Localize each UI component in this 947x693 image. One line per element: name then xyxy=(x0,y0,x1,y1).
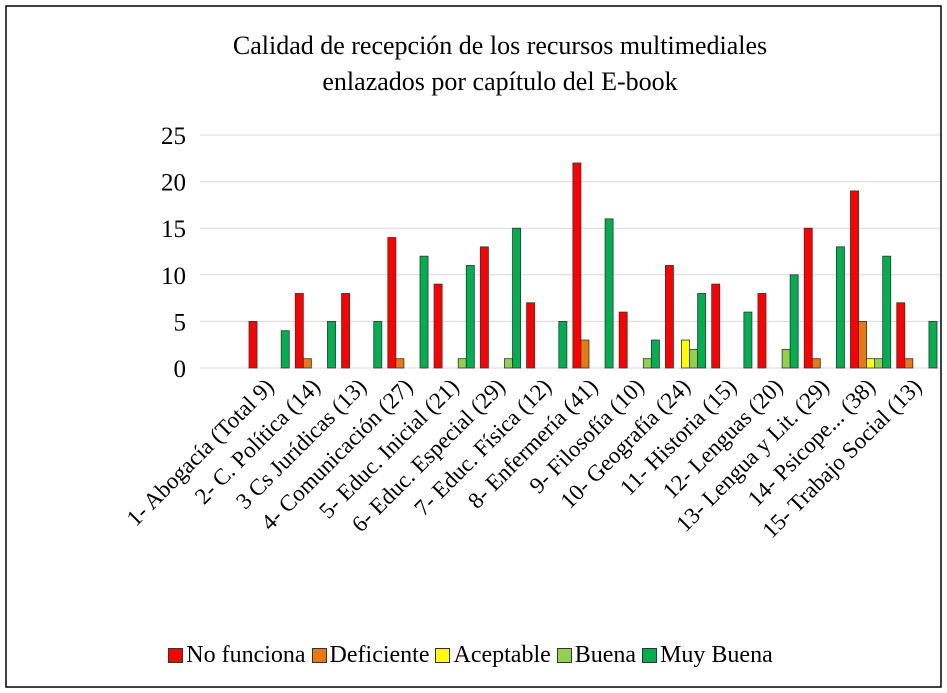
y-tick-label: 0 xyxy=(174,356,187,383)
legend-item: Buena xyxy=(556,642,637,669)
legend-item: Deficiente xyxy=(311,642,430,669)
bar xyxy=(526,302,536,369)
legend-label: No funciona xyxy=(186,642,306,668)
bar xyxy=(465,265,475,369)
legend: No funciona Deficiente Aceptable Buena Muy B… xyxy=(0,642,947,669)
y-tick-label: 15 xyxy=(161,216,186,243)
bar xyxy=(789,274,799,369)
legend-swatch xyxy=(435,648,451,663)
legend-swatch xyxy=(556,648,572,663)
bar xyxy=(904,358,914,369)
bar xyxy=(811,358,821,369)
bar xyxy=(512,227,521,369)
bar xyxy=(882,255,892,369)
bar xyxy=(928,320,938,369)
bar xyxy=(618,311,628,369)
bar xyxy=(642,358,652,369)
bar xyxy=(580,339,590,369)
bar xyxy=(457,358,467,369)
bar xyxy=(248,320,258,369)
bar xyxy=(650,339,660,369)
bar xyxy=(572,162,582,369)
bar xyxy=(757,293,767,369)
legend-item: Muy Buena xyxy=(642,642,773,669)
bar xyxy=(689,348,699,369)
bar xyxy=(781,348,791,369)
chart-title: Calidad de recepción de los recursos mul… xyxy=(232,31,768,96)
y-tick-label: 10 xyxy=(161,263,186,290)
bar xyxy=(665,265,674,369)
legend-swatch xyxy=(168,648,184,663)
bar xyxy=(504,358,513,369)
bar xyxy=(327,320,336,369)
legend-label: Deficiente xyxy=(329,642,430,668)
bar xyxy=(836,246,845,369)
bar xyxy=(479,246,489,369)
bar xyxy=(711,283,721,369)
legend-item: No funciona xyxy=(168,642,306,669)
y-tick-label: 20 xyxy=(161,170,186,197)
bar xyxy=(280,330,290,369)
bar xyxy=(850,190,859,369)
bar xyxy=(604,218,614,369)
bar xyxy=(302,358,312,369)
legend-label: Buena xyxy=(574,642,637,668)
bar xyxy=(395,358,405,369)
bar xyxy=(433,283,443,369)
bar xyxy=(858,320,867,369)
bar xyxy=(681,339,690,369)
legend-label: Aceptable xyxy=(453,642,551,668)
bar xyxy=(697,293,707,369)
bar xyxy=(896,302,906,369)
bar xyxy=(743,311,753,369)
y-tick-label: 5 xyxy=(174,309,187,336)
bar xyxy=(874,358,884,369)
legend-swatch xyxy=(642,648,658,663)
bar xyxy=(373,320,383,369)
bar xyxy=(866,358,876,369)
bar xyxy=(419,255,429,369)
bar xyxy=(387,237,397,369)
bar xyxy=(341,293,350,369)
bar xyxy=(558,320,568,369)
bar xyxy=(294,293,304,369)
legend-label: Muy Buena xyxy=(660,642,773,668)
bar xyxy=(803,227,813,369)
legend-item: Aceptable xyxy=(435,642,551,669)
legend-swatch xyxy=(311,648,327,663)
y-tick-label: 25 xyxy=(161,123,186,150)
